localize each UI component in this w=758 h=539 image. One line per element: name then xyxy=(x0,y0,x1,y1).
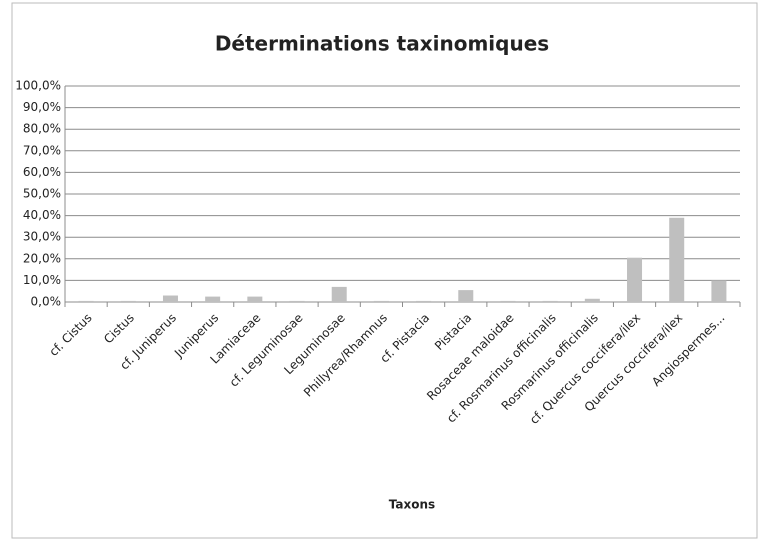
bar xyxy=(584,298,600,302)
y-tick-label: 100,0% xyxy=(15,79,61,93)
chart-frame xyxy=(11,2,758,539)
y-tick-label: 90,0% xyxy=(23,100,61,114)
bar xyxy=(205,296,221,302)
y-tick-label: 40,0% xyxy=(23,208,61,222)
bar xyxy=(162,295,178,302)
chart-title: Déterminations taxinomiques xyxy=(215,32,549,56)
y-tick-label: 10,0% xyxy=(23,273,61,287)
y-tick-label: 20,0% xyxy=(23,251,61,265)
y-tick-label: 50,0% xyxy=(23,187,61,201)
bar xyxy=(289,300,305,302)
bar xyxy=(542,300,558,302)
bar xyxy=(78,300,94,302)
bar xyxy=(331,286,347,302)
bar xyxy=(458,290,474,302)
y-tick-label: 0,0% xyxy=(31,295,62,309)
bar xyxy=(669,217,685,302)
bar xyxy=(500,300,516,302)
y-tick-label: 80,0% xyxy=(23,122,61,136)
bar xyxy=(373,300,389,302)
y-tick-label: 60,0% xyxy=(23,165,61,179)
bar xyxy=(120,300,136,302)
y-tick-label: 30,0% xyxy=(23,230,61,244)
y-tick-label: 70,0% xyxy=(23,143,61,157)
bar xyxy=(416,300,432,302)
bar xyxy=(627,257,643,302)
bar xyxy=(711,280,727,302)
x-axis-label: Taxons xyxy=(389,498,435,512)
bar xyxy=(247,296,263,302)
